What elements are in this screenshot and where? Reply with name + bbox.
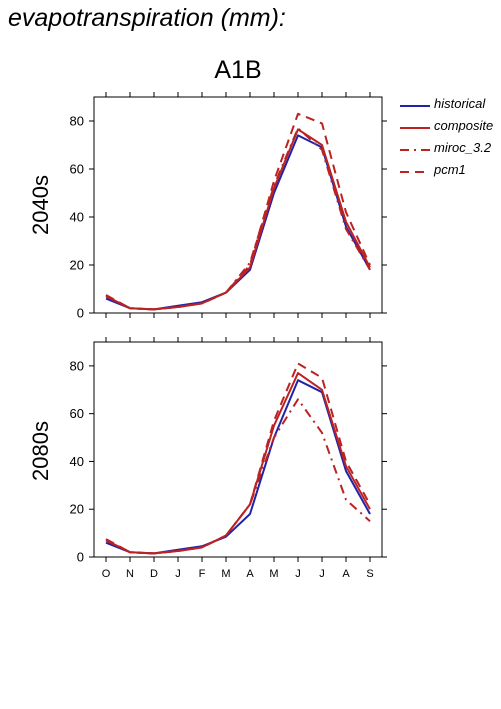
- y-tick-label: 80: [70, 358, 84, 373]
- legend-label: historical: [434, 96, 486, 111]
- plot-frame-0: [93, 96, 383, 314]
- x-tick-label: A: [246, 568, 254, 580]
- y-tick-label: 60: [70, 162, 84, 177]
- y-tick-label: 80: [70, 114, 84, 129]
- x-tick-label: M: [269, 568, 278, 580]
- legend-label: miroc_3.2: [434, 140, 492, 155]
- x-tick-label: N: [126, 568, 134, 580]
- y-tick-label: 40: [70, 210, 84, 225]
- legend-label: pcm1: [434, 162, 466, 177]
- x-tick-label: J: [295, 568, 301, 580]
- x-tick-label: M: [221, 568, 230, 580]
- y-tick-label: 0: [77, 550, 84, 565]
- x-tick-label: D: [150, 568, 158, 580]
- series-line-historical: [105, 134, 371, 311]
- legend-label: composite: [434, 118, 494, 133]
- legend-item-miroc: miroc_3.2: [398, 140, 501, 162]
- x-tick-label: J: [319, 568, 325, 580]
- legend-swatch-composite: [400, 127, 430, 129]
- legend-swatch-miroc: [400, 149, 430, 151]
- series-line-pcm1: [105, 112, 371, 311]
- series-line-historical: [105, 379, 371, 555]
- legend: historical composite miroc_3.2 pcm1: [398, 96, 501, 184]
- y-tick-label: 20: [70, 258, 84, 273]
- y-tick-label: 40: [70, 454, 84, 469]
- x-tick-label: A: [342, 568, 350, 580]
- legend-item-historical: historical: [398, 96, 501, 118]
- y-tick-label: 0: [77, 306, 84, 321]
- series-line-pcm1: [105, 362, 371, 555]
- legend-item-composite: composite: [398, 118, 501, 140]
- x-tick-label: J: [175, 568, 181, 580]
- y-tick-label: 20: [70, 502, 84, 517]
- legend-item-pcm1: pcm1: [398, 162, 501, 184]
- plot-frame-1: [93, 341, 383, 558]
- x-tick-label: O: [102, 568, 111, 580]
- scenario-title: A1B: [214, 56, 262, 84]
- x-tick-label: S: [366, 568, 373, 580]
- page-title: evapotranspiration (mm):: [8, 4, 286, 32]
- legend-swatch-pcm1: [400, 171, 430, 173]
- y-tick-label: 60: [70, 406, 84, 421]
- legend-swatch-historical: [400, 105, 430, 107]
- x-tick-label: F: [199, 568, 206, 580]
